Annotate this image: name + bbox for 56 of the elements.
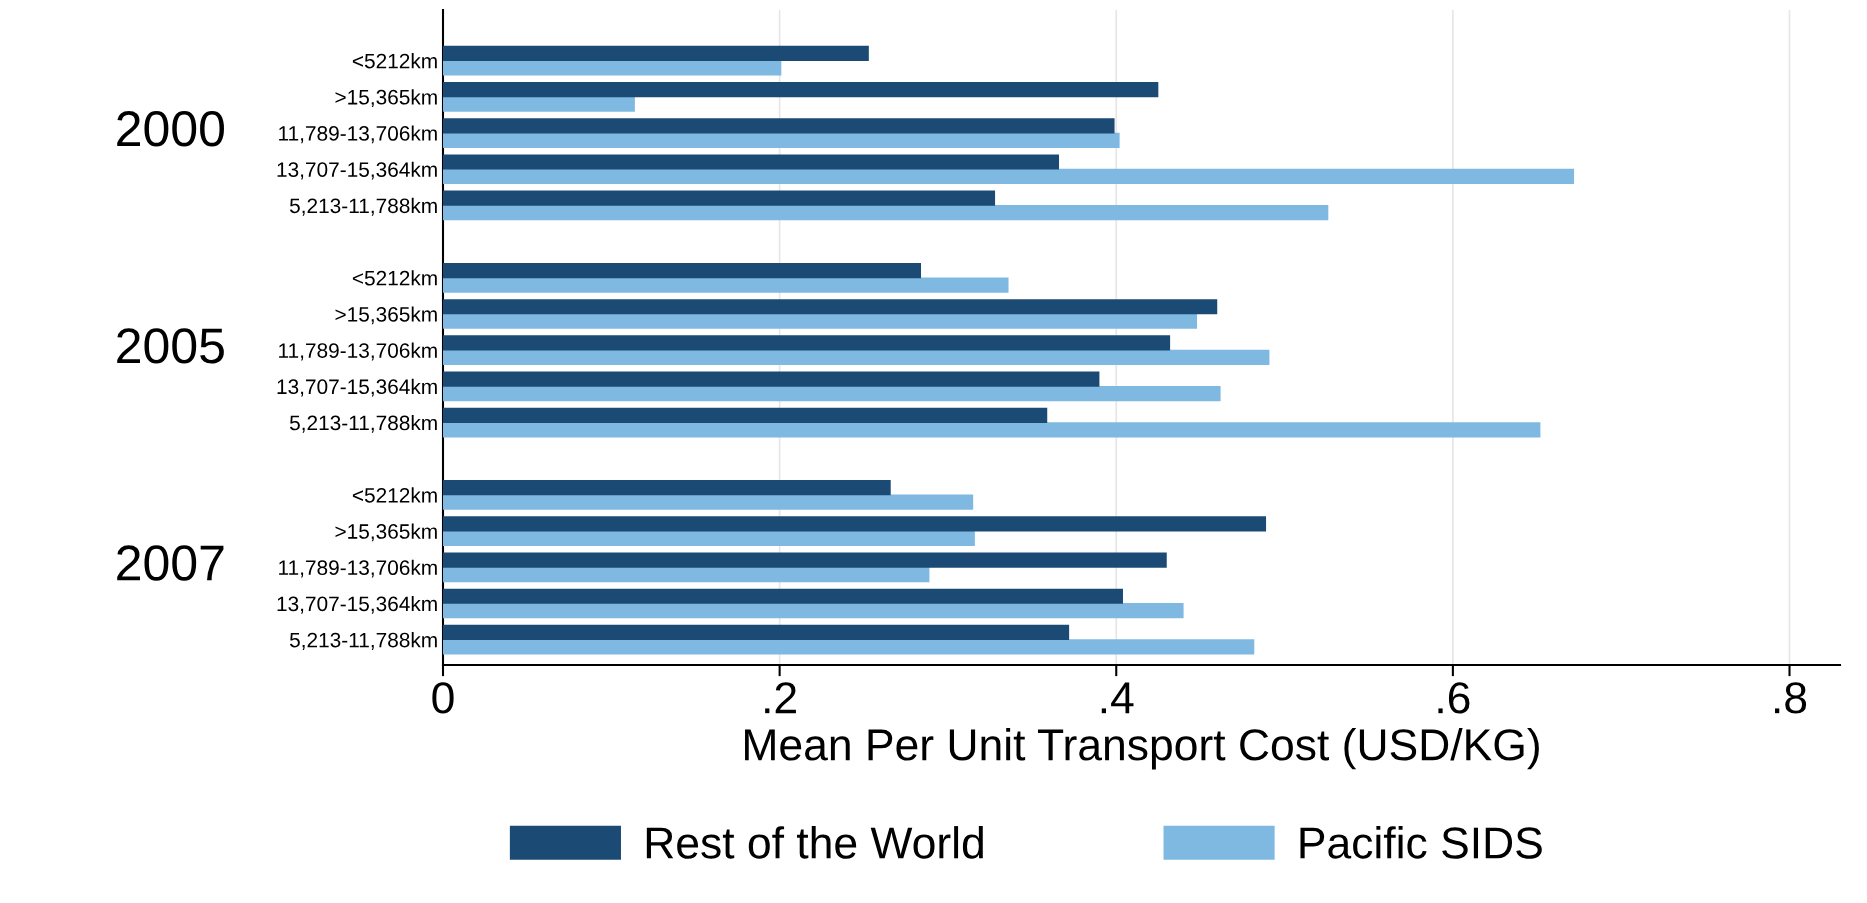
bar bbox=[443, 335, 1171, 351]
bar bbox=[443, 313, 1198, 329]
bar bbox=[443, 588, 1123, 604]
y-tick-label: 13,707-15,364km bbox=[277, 378, 437, 397]
bar bbox=[443, 262, 922, 279]
y-tick-label: >15,365km bbox=[335, 523, 437, 542]
bar bbox=[443, 205, 1329, 221]
bar bbox=[443, 639, 1255, 655]
bar bbox=[443, 494, 974, 510]
y-tick-label: 5,213-11,788km bbox=[289, 632, 437, 650]
bar bbox=[443, 96, 635, 112]
bar bbox=[443, 624, 1070, 641]
bar bbox=[443, 45, 869, 62]
y-tick-label: <5212km bbox=[352, 53, 437, 69]
y-tick-label: 13,707-15,364km bbox=[277, 161, 437, 180]
bar bbox=[443, 530, 975, 546]
bar bbox=[443, 190, 996, 206]
x-tick-label: .4 bbox=[1101, 682, 1134, 714]
y-tick-label: 11,789-13,706km bbox=[279, 125, 437, 144]
x-tick-label: .6 bbox=[1438, 682, 1470, 714]
y-tick-label: 11,789-13,706km bbox=[279, 342, 437, 361]
x-tick-label: .8 bbox=[1775, 682, 1807, 714]
bar bbox=[443, 516, 1267, 532]
bar bbox=[443, 154, 1060, 170]
bar bbox=[443, 168, 1575, 185]
x-axis-title: Mean Per Unit Transport Cost (USD/KG) bbox=[745, 727, 1539, 770]
bar bbox=[443, 277, 1009, 293]
bar bbox=[443, 60, 782, 76]
y-tick-label: 5,213-11,788km bbox=[289, 414, 437, 433]
text: 2007 bbox=[117, 545, 224, 581]
bar bbox=[443, 603, 1184, 619]
x-tick-label: 0 bbox=[432, 682, 454, 714]
bar bbox=[443, 82, 1159, 98]
text: 2000 bbox=[117, 111, 224, 147]
bar bbox=[443, 422, 1541, 438]
bar bbox=[443, 299, 1218, 315]
y-tick-label: 11,789-13,706km bbox=[279, 559, 437, 578]
bar bbox=[443, 566, 930, 583]
legend-label: Rest of the World bbox=[646, 826, 983, 859]
y-tick-label: 13,707-15,364km bbox=[277, 595, 437, 614]
y-tick-label: <5212km bbox=[352, 270, 437, 286]
x-tick-label: .2 bbox=[765, 682, 796, 714]
bar bbox=[443, 118, 1115, 134]
bar bbox=[443, 407, 1048, 423]
text: 2005 bbox=[117, 328, 224, 364]
bar bbox=[443, 349, 1270, 365]
bar bbox=[443, 371, 1100, 387]
y-tick-label: >15,365km bbox=[335, 306, 437, 325]
bar bbox=[443, 480, 891, 496]
y-tick-label: 5,213-11,788km bbox=[289, 197, 437, 216]
y-tick-label: <5212km bbox=[352, 487, 437, 503]
bar bbox=[443, 552, 1167, 568]
bar bbox=[443, 132, 1120, 148]
bar bbox=[443, 385, 1221, 402]
legend-label: Pacific SIDS bbox=[1300, 826, 1542, 859]
y-tick-label: >15,365km bbox=[335, 89, 437, 108]
